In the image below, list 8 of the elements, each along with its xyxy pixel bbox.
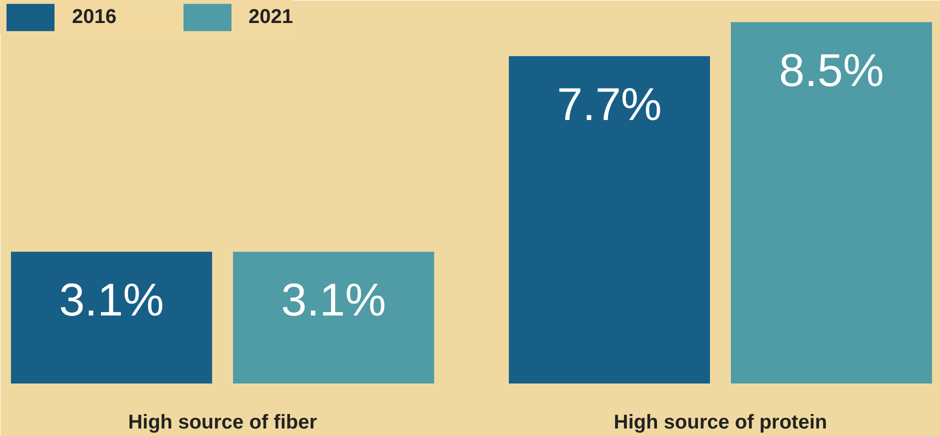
- x-tick-label: High source of protein: [614, 412, 828, 434]
- data-label: 3.1%: [281, 274, 386, 326]
- data-label: 7.7%: [556, 78, 662, 130]
- legend-label: 2021: [248, 6, 293, 28]
- data-label: 3.1%: [59, 274, 164, 326]
- legend-label: 2016: [72, 6, 116, 28]
- x-tick-label: High source of fiber: [128, 412, 318, 434]
- data-label: 8.5%: [779, 44, 884, 96]
